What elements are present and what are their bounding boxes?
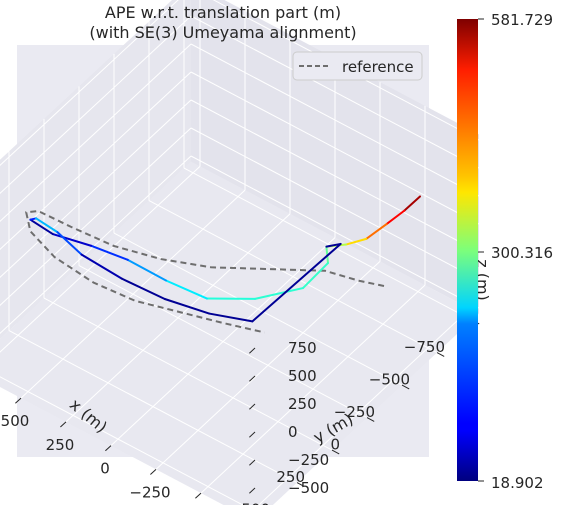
z-tick-label: 0: [288, 423, 298, 441]
gridline: [0, 376, 244, 505]
z-tick-mark: [249, 375, 256, 382]
estimate-segment: [165, 279, 208, 300]
gridline: [8, 330, 298, 484]
z-tick-mark: [249, 459, 256, 466]
colorbar: [457, 19, 478, 481]
estimate-segment: [90, 244, 129, 261]
gridline: [110, 237, 336, 446]
estimate-segment: [385, 209, 406, 226]
estimate-segment: [35, 217, 59, 234]
y-tick-mark: [15, 397, 22, 404]
x-tick-label: 0: [330, 436, 340, 454]
z-tick-label: 750: [288, 339, 317, 357]
gridline: [20, 189, 246, 399]
estimate-segment: [163, 297, 211, 315]
estimate-segment: [29, 218, 54, 236]
estimate-segment: [208, 312, 254, 323]
x-tick-label: −750: [404, 338, 445, 356]
gridline: [0, 43, 192, 223]
z-tick-label: −500: [288, 479, 329, 497]
gridline: [190, 71, 480, 225]
y-tick-label: 0: [100, 460, 110, 478]
estimate-segment: [120, 277, 166, 300]
colorbar-min-label: 18.902: [491, 474, 544, 492]
x-tick-label: 500: [241, 501, 270, 505]
tick-labels: 7505002500−250−500−7507505002500−250−500…: [1, 319, 480, 505]
legend: reference: [292, 51, 423, 81]
x-tick-label: 250: [276, 468, 305, 486]
estimate-segment: [56, 231, 83, 256]
estimate-segment: [126, 258, 167, 282]
x-tick-label: −500: [369, 371, 410, 389]
estimate-segment: [345, 237, 368, 246]
z-tick-label: 500: [288, 367, 317, 385]
estimate-segment: [403, 195, 421, 212]
chart-title-line-1: APE w.r.t. translation part (m): [105, 3, 341, 22]
gridline: [190, 43, 480, 197]
gridline: [0, 0, 179, 167]
legend-reference-label: reference: [342, 58, 414, 76]
chart-title-line-2: (with SE(3) Umeyama alignment): [89, 23, 356, 42]
pane-floor: [0, 161, 479, 505]
estimate-segment: [254, 287, 304, 300]
estimate-segment: [80, 253, 123, 280]
z-tick-mark: [249, 347, 256, 354]
estimate-segment: [51, 233, 92, 247]
colorbar-max-label: 581.729: [491, 11, 553, 29]
gridline: [43, 297, 333, 451]
z-tick-mark: [249, 431, 256, 438]
estimate-segment: [325, 242, 342, 248]
y-tick-mark: [60, 421, 67, 428]
axes-grid: [0, 0, 480, 505]
estimate-segment: [365, 223, 388, 240]
y-tick-mark: [195, 492, 202, 499]
estimate-trajectory: [29, 195, 421, 323]
legend-box: [292, 51, 423, 81]
y-tick-mark: [105, 445, 112, 452]
reference-trajectory: [24, 209, 385, 334]
gridline: [0, 15, 192, 195]
y-tick-label: 500: [1, 412, 30, 430]
x-tick-mark: [296, 482, 305, 487]
estimate-segment: [302, 262, 329, 290]
y-tick-label: −250: [129, 483, 170, 501]
gridline: [190, 15, 480, 169]
y-tick-mark: [150, 468, 157, 475]
y-tick-label: 250: [46, 436, 75, 454]
x-tick-label: −250: [334, 403, 375, 421]
colorbar-mid-label: 300.316: [491, 244, 553, 262]
gridline: [65, 213, 291, 423]
colorbar-ticks: [478, 18, 484, 482]
estimate-segment: [251, 242, 342, 323]
pane-y-back: [0, 0, 191, 339]
z-tick-mark: [249, 403, 256, 410]
x-tick-mark: [366, 417, 375, 422]
x-tick-mark: [401, 384, 410, 390]
gridline: [0, 165, 201, 353]
reference-line: [24, 209, 385, 334]
z-tick-label: 250: [288, 395, 317, 413]
x-tick-mark: [436, 352, 445, 357]
z-tick-label: −250: [288, 451, 329, 469]
gridline: [0, 71, 192, 251]
z-tick-mark: [249, 487, 256, 494]
x-tick-mark: [331, 449, 340, 455]
